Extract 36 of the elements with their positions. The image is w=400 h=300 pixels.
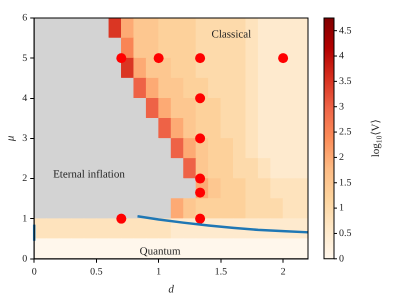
x-tick-label: 0 [32,266,37,278]
x-tick-label: 1 [156,266,162,278]
y-tick-label: 5 [22,52,28,64]
x-axis-title: d [168,283,174,296]
y-tick-label: 6 [22,12,28,24]
point [195,93,206,104]
color-bar-label: 4.5 [339,25,352,36]
color-bar-label: 0 [339,253,344,264]
annotation: Eternal inflation [53,168,126,180]
color-bar-label: 2 [339,152,344,164]
y-tick-label: 0 [22,253,28,264]
point [195,214,206,224]
color-bar-label: 3 [339,101,344,112]
y-axis-title: μ [4,135,16,142]
color-bar-label: 0.5 [339,228,352,240]
color-bar-label: 1 [339,202,344,214]
y-tick-label: 1 [22,213,28,224]
color-bar-label: 2.5 [339,126,352,138]
point [116,214,126,224]
point [278,53,288,64]
x-tick-label: 2 [280,266,286,278]
point [154,53,164,64]
point [195,174,206,184]
y-tick-label: 2 [22,173,28,184]
point [195,133,206,144]
point [116,53,126,64]
x-tick-label: 1.5 [214,266,228,278]
y-tick-label: 4 [22,92,28,104]
x-tick-label: 0.5 [90,266,103,278]
annotation: Classical [211,28,252,41]
point [195,53,206,64]
color-bar-label: 1.5 [339,177,352,188]
annotation: Quantum [140,245,182,258]
y-tick-label: 3 [22,133,28,144]
color-bar-label: 4 [339,50,344,62]
color-bar-label: 3.5 [339,76,352,87]
